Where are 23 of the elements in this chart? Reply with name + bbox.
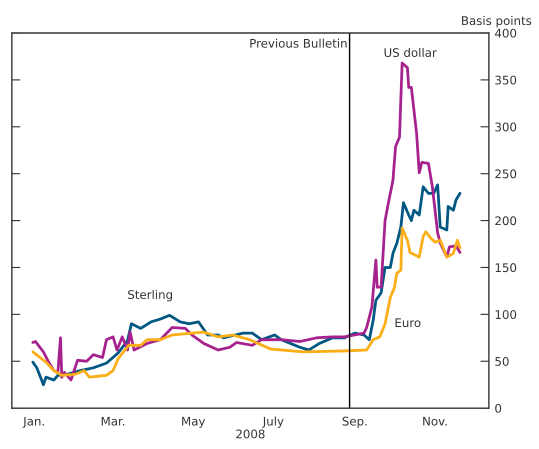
- y-tick-label: 0: [495, 404, 502, 413]
- y-tick-label: 300: [495, 122, 516, 132]
- y-tick-label: 250: [495, 169, 516, 178]
- x-axis-title: 2008: [236, 429, 265, 438]
- ref-line-label: Previous Bulletin: [250, 38, 347, 48]
- x-tick-label: Nov.: [423, 416, 447, 426]
- y-tick-label: 400: [495, 28, 516, 38]
- series-label: Euro: [396, 318, 421, 328]
- line-series: [31, 226, 462, 379]
- x-tick-label: Jan.: [22, 416, 44, 428]
- y-tick-label: 100: [496, 310, 516, 320]
- y-tick-label: 150: [496, 263, 516, 272]
- x-tick-label: Mar.: [102, 416, 124, 426]
- x-tick-label: May: [182, 416, 206, 428]
- y-tick-label: 50: [495, 356, 509, 366]
- y-tick-label: 350: [495, 76, 516, 85]
- line-series: [31, 62, 462, 382]
- y-axis-title: Basis points: [462, 16, 532, 28]
- x-tick-label: July: [262, 416, 284, 428]
- series-label: US dollar: [384, 48, 437, 58]
- x-tick-label: Sep.: [342, 416, 367, 428]
- y-tick-label: 200: [495, 216, 516, 226]
- series-label: Sterling: [128, 290, 172, 302]
